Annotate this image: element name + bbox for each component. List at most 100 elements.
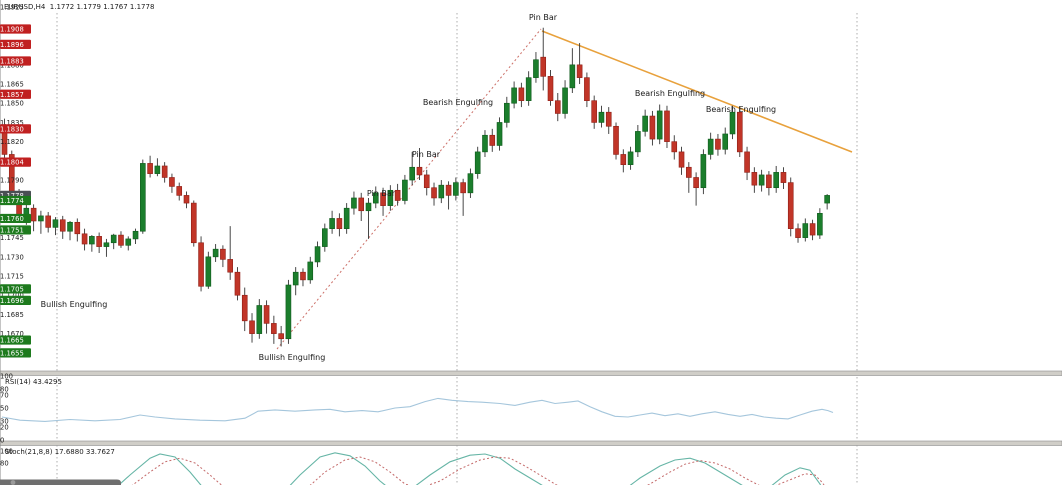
candle — [766, 174, 772, 189]
candle — [795, 228, 801, 238]
candle — [438, 184, 445, 199]
svg-text:1.1670: 1.1670 — [0, 330, 24, 338]
candle — [431, 187, 437, 199]
candle — [220, 248, 226, 260]
svg-text:1.1760: 1.1760 — [0, 215, 24, 223]
price-badge — [0, 348, 31, 358]
candle — [249, 320, 255, 334]
candle — [234, 271, 241, 296]
svg-text:1.1865: 1.1865 — [0, 81, 24, 89]
candle — [824, 195, 830, 204]
candle — [736, 111, 743, 153]
svg-text:70: 70 — [0, 392, 9, 400]
candle — [38, 215, 44, 222]
candle — [722, 133, 729, 150]
candle — [67, 221, 73, 232]
candle — [118, 234, 124, 246]
candle — [52, 219, 59, 228]
svg-text:1.1820: 1.1820 — [0, 138, 24, 146]
candle — [169, 177, 175, 187]
candle — [649, 115, 656, 140]
candle — [751, 172, 758, 186]
candle — [700, 154, 707, 189]
stoch-signal-line — [131, 456, 825, 485]
candle — [686, 166, 692, 178]
svg-text:1.1774: 1.1774 — [0, 197, 24, 205]
svg-text:1.1830: 1.1830 — [0, 125, 24, 133]
svg-text:1.1908: 1.1908 — [0, 26, 24, 34]
svg-text:Bearish Engulfing: Bearish Engulfing — [635, 89, 705, 98]
candle — [496, 122, 503, 146]
candle — [678, 151, 685, 168]
candle — [89, 236, 95, 245]
candle — [205, 256, 212, 287]
candle — [103, 242, 110, 247]
candle — [212, 248, 219, 258]
candle — [351, 197, 357, 209]
price-badge — [0, 89, 31, 99]
candle — [81, 233, 88, 245]
price-axis[interactable]: 1.19251.18801.18651.18501.18351.18201.17… — [0, 0, 31, 485]
svg-text:1.1883: 1.1883 — [0, 58, 24, 66]
price-badge — [0, 24, 31, 34]
candle — [409, 166, 415, 181]
candle — [343, 207, 350, 229]
candle — [780, 172, 787, 183]
candle — [45, 215, 51, 228]
candle — [758, 174, 765, 186]
period-separators — [56, 13, 858, 485]
candle — [584, 77, 590, 101]
price-badge — [0, 39, 31, 49]
candle — [802, 223, 809, 238]
candle — [627, 151, 634, 165]
candle — [125, 238, 132, 246]
price-badge — [0, 295, 31, 305]
stoch-indicator-label: Stoch(21,8,8) 17.6880 33.7627 — [5, 448, 115, 456]
candle — [489, 134, 496, 146]
candle — [241, 294, 248, 322]
candle — [416, 166, 423, 176]
svg-text:Bullish Engulfing: Bullish Engulfing — [41, 300, 108, 309]
candle — [656, 110, 663, 140]
candle — [387, 189, 394, 206]
taskbar-fragment[interactable] — [0, 479, 121, 485]
candle — [372, 192, 379, 204]
svg-text:Pin Bar: Pin Bar — [367, 189, 396, 198]
candle — [30, 207, 37, 222]
svg-text:80: 80 — [0, 385, 9, 393]
candle — [707, 138, 714, 155]
candle — [132, 230, 139, 240]
candle — [671, 141, 678, 153]
candle — [394, 189, 401, 201]
candle — [525, 77, 532, 101]
svg-text:1.1745: 1.1745 — [0, 234, 24, 242]
svg-text:1.1696: 1.1696 — [0, 297, 24, 305]
candle — [161, 165, 168, 178]
candle — [613, 125, 619, 155]
quote-line: EURUSD,H4 1.1772 1.1779 1.1767 1.1778 — [4, 3, 155, 11]
candle — [598, 111, 605, 123]
candle — [467, 173, 474, 194]
svg-text:1.1790: 1.1790 — [0, 177, 24, 185]
candle — [314, 246, 321, 263]
candle — [591, 100, 597, 123]
candle — [809, 223, 816, 236]
candle — [744, 151, 750, 173]
candle — [504, 102, 510, 123]
candle — [562, 87, 568, 114]
candle — [817, 213, 823, 236]
svg-text:1.1804: 1.1804 — [0, 159, 24, 167]
candle — [715, 138, 721, 150]
svg-text:1.1925: 1.1925 — [0, 4, 24, 12]
price-badge — [0, 335, 31, 345]
svg-text:1.1730: 1.1730 — [0, 253, 24, 261]
candles-layer — [1, 27, 830, 347]
candle — [147, 163, 153, 174]
candle — [460, 182, 466, 194]
candle — [183, 195, 190, 204]
candle — [176, 186, 183, 196]
candle — [729, 111, 736, 135]
svg-text:Bullish Engulfing: Bullish Engulfing — [259, 353, 326, 362]
candle — [445, 184, 452, 196]
